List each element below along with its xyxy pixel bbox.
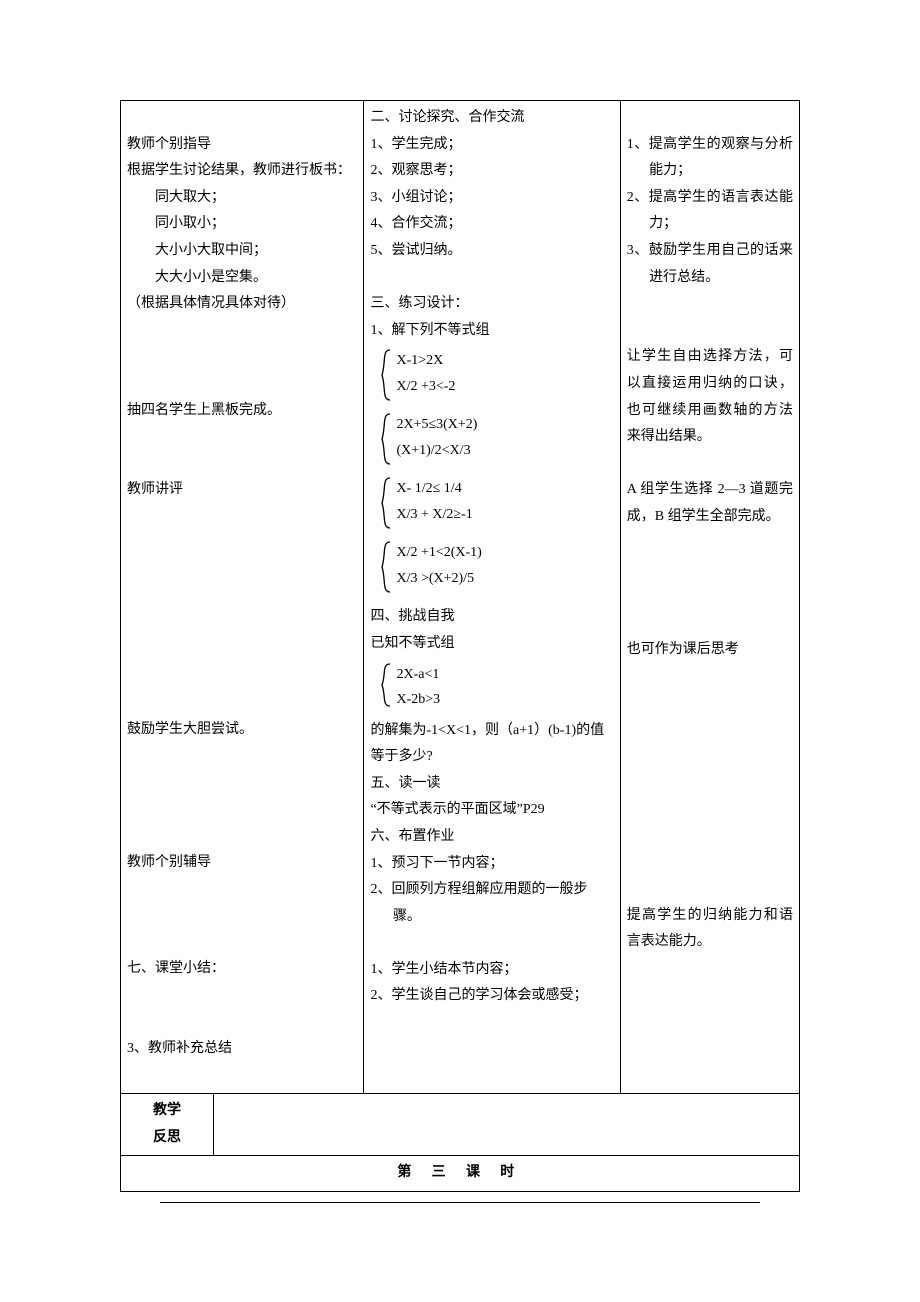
sec2-item: 5、尝试归纳。 bbox=[370, 238, 613, 265]
mnemonic-line: 同小取小； bbox=[127, 211, 357, 238]
sec3-title: 三、练习设计： bbox=[370, 291, 613, 318]
guide-title: 教师个别指导 bbox=[127, 132, 357, 159]
sec3-lead: 1、解下列不等式组 bbox=[370, 318, 613, 345]
sec4-question: 的解集为-1<X<1，则（a+1）(b-1)的值等于多少? bbox=[370, 718, 613, 771]
reflection-row: 教学 反思 bbox=[121, 1093, 800, 1155]
mnemonic-line: 大大小小是空集。 bbox=[127, 265, 357, 292]
guide-intro: 根据学生讨论结果，教师进行板书： bbox=[127, 158, 357, 185]
sec2-title: 二、讨论探究、合作交流 bbox=[370, 105, 613, 132]
inequality-system-4: X/2 +1<2(X-1) X/3 >(X+2)/5 bbox=[378, 540, 613, 594]
summary-item-3: 3、教师补充总结 bbox=[127, 1036, 357, 1063]
sec2-item: 4、合作交流； bbox=[370, 211, 613, 238]
sec5-title: 五、读一读 bbox=[370, 771, 613, 798]
inequality-line: (X+1)/2<X/3 bbox=[396, 438, 613, 463]
inequality-system-3: X- 1/2≤ 1/4 X/3 + X/2≥-1 bbox=[378, 476, 613, 530]
inequality-line: X/2 +1<2(X-1) bbox=[396, 540, 613, 565]
mnemonic-line: 同大取大； bbox=[127, 185, 357, 212]
individual-help: 教师个别辅导 bbox=[127, 850, 357, 877]
content-row: 教师个别指导 根据学生讨论结果，教师进行板书： 同大取大； 同小取小； 大小小大… bbox=[121, 101, 800, 1094]
reflection-content bbox=[214, 1094, 800, 1155]
sec2-item: 2、观察思考； bbox=[370, 158, 613, 185]
challenge-note: 也可作为课后思考 bbox=[627, 637, 793, 664]
lesson-title: 第 三 课 时 bbox=[121, 1156, 800, 1192]
mnemonic-line: 大小小大取中间； bbox=[127, 238, 357, 265]
inequality-line: X/2 +3<-2 bbox=[396, 374, 613, 399]
encourage-text: 鼓励学生大胆尝试。 bbox=[127, 717, 357, 744]
summary-item: 2、学生谈自己的学习体会或感受； bbox=[370, 983, 613, 1010]
brace-icon bbox=[378, 662, 392, 708]
inequality-line: 2X-a<1 bbox=[396, 662, 613, 687]
group-note: A 组学生选择 2—3 道题完成，B 组学生全部完成。 bbox=[627, 477, 793, 530]
sec4-lead: 已知不等式组 bbox=[370, 631, 613, 658]
inequality-line: X-1>2X bbox=[396, 348, 613, 373]
reflection-cell: 教学 反思 bbox=[121, 1093, 800, 1155]
sec6-title: 六、布置作业 bbox=[370, 824, 613, 851]
lesson-plan-table: 教师个别指导 根据学生讨论结果，教师进行板书： 同大取大； 同小取小； 大小小大… bbox=[120, 100, 800, 1192]
summary-item: 1、学生小结本节内容； bbox=[370, 957, 613, 984]
goal-item: 1、提高学生的观察与分析能力； bbox=[627, 132, 793, 185]
sec4-title: 四、挑战自我 bbox=[370, 604, 613, 631]
brace-icon bbox=[378, 540, 392, 594]
summary-note: 提高学生的归纳能力和语言表达能力。 bbox=[627, 903, 793, 956]
teacher-activity-cell: 教师个别指导 根据学生讨论结果，教师进行板书： 同大取大； 同小取小； 大小小大… bbox=[121, 101, 364, 1094]
inequality-line: X-2b>3 bbox=[396, 687, 613, 712]
page: 教师个别指导 根据学生讨论结果，教师进行板书： 同大取大； 同小取小； 大小小大… bbox=[0, 0, 920, 1243]
sec2-item: 1、学生完成； bbox=[370, 132, 613, 159]
inequality-system-challenge: 2X-a<1 X-2b>3 bbox=[378, 662, 613, 708]
sec5-text: “不等式表示的平面区域”P29 bbox=[370, 797, 613, 824]
inequality-line: 2X+5≤3(X+2) bbox=[396, 412, 613, 437]
sec6-item: 2、回顾列方程组解应用题的一般步骤。 bbox=[370, 877, 613, 930]
inequality-line: X/3 >(X+2)/5 bbox=[396, 566, 613, 591]
goal-item: 3、鼓励学生用自己的话来进行总结。 bbox=[627, 238, 793, 291]
reflection-label: 教学 反思 bbox=[121, 1094, 214, 1155]
inequality-line: X/3 + X/2≥-1 bbox=[396, 502, 613, 527]
footer-rule bbox=[160, 1202, 760, 1203]
practice-note: 让学生自由选择方法，可以直接运用归纳的口诀，也可继续用画数轴的方法来得出结果。 bbox=[627, 344, 793, 450]
teacher-review: 教师讲评 bbox=[127, 477, 357, 504]
sec2-item: 3、小组讨论； bbox=[370, 185, 613, 212]
pick-students: 抽四名学生上黑板完成。 bbox=[127, 398, 357, 425]
reflection-label-line: 反思 bbox=[127, 1125, 207, 1152]
brace-icon bbox=[378, 412, 392, 466]
inequality-system-1: X-1>2X X/2 +3<-2 bbox=[378, 348, 613, 402]
reflection-label-line: 教学 bbox=[127, 1098, 207, 1125]
lesson-title-row: 第 三 课 时 bbox=[121, 1156, 800, 1192]
brace-icon bbox=[378, 348, 392, 402]
sec6-item: 1、预习下一节内容； bbox=[370, 851, 613, 878]
brace-icon bbox=[378, 476, 392, 530]
goal-item: 2、提高学生的语言表达能力； bbox=[627, 185, 793, 238]
inequality-system-2: 2X+5≤3(X+2) (X+1)/2<X/3 bbox=[378, 412, 613, 466]
mnemonic-note: （根据具体情况具体对待） bbox=[127, 291, 357, 318]
design-intent-cell: 1、提高学生的观察与分析能力； 2、提高学生的语言表达能力； 3、鼓励学生用自己… bbox=[620, 101, 799, 1094]
student-activity-cell: 二、讨论探究、合作交流 1、学生完成； 2、观察思考； 3、小组讨论； 4、合作… bbox=[364, 101, 620, 1094]
summary-title: 七、课堂小结： bbox=[127, 956, 357, 983]
inequality-line: X- 1/2≤ 1/4 bbox=[396, 476, 613, 501]
